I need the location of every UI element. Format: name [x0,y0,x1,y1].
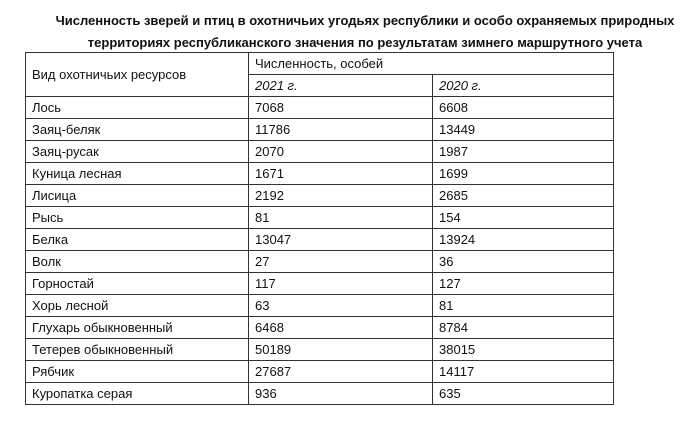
table-row: Хорь лесной 63 81 [25,294,614,317]
species-cell: Лисица [25,184,249,207]
species-cell: Куница лесная [25,162,249,185]
title-line-2: территориях республиканского значения по… [87,35,643,50]
title-line-1: Численность зверей и птиц в охотничьих у… [55,13,675,28]
header-row: Вид охотничьих ресурсов Численность, осо… [25,52,614,97]
table-row: Куропатка серая 936 635 [25,382,614,405]
species-cell: Глухарь обыкновенный [25,316,249,339]
table-row: Тетерев обыкновенный 50189 38015 [25,338,614,361]
table-row: Заяц-беляк 11786 13449 [25,118,614,141]
population-table: Вид охотничьих ресурсов Численность, осо… [25,52,614,405]
value-2021-cell: 81 [248,206,433,229]
value-2020-cell: 8784 [432,316,614,339]
value-2021-cell: 2070 [248,140,433,163]
header-year-2021: 2021 г. [248,74,433,97]
value-2021-cell: 11786 [248,118,433,141]
table-row: Рысь 81 154 [25,206,614,229]
value-2021-cell: 50189 [248,338,433,361]
value-2020-cell: 81 [432,294,614,317]
value-2021-cell: 1671 [248,162,433,185]
header-species: Вид охотничьих ресурсов [25,52,249,97]
value-2020-cell: 2685 [432,184,614,207]
value-2021-cell: 936 [248,382,433,405]
table-row: Лисица 2192 2685 [25,184,614,207]
species-cell: Рысь [25,206,249,229]
species-cell: Заяц-беляк [25,118,249,141]
value-2020-cell: 6608 [432,96,614,119]
header-count: Численность, особей [248,52,614,75]
value-2020-cell: 1987 [432,140,614,163]
species-cell: Горностай [25,272,249,295]
species-cell: Куропатка серая [25,382,249,405]
species-cell: Волк [25,250,249,273]
value-2020-cell: 635 [432,382,614,405]
value-2020-cell: 14117 [432,360,614,383]
value-2020-cell: 127 [432,272,614,295]
table-title: Численность зверей и птиц в охотничьих у… [30,10,699,54]
value-2020-cell: 13924 [432,228,614,251]
value-2020-cell: 154 [432,206,614,229]
value-2021-cell: 117 [248,272,433,295]
value-2021-cell: 13047 [248,228,433,251]
value-2021-cell: 63 [248,294,433,317]
species-cell: Белка [25,228,249,251]
table-row: Белка 13047 13924 [25,228,614,251]
table-row: Рябчик 27687 14117 [25,360,614,383]
table-row: Горностай 117 127 [25,272,614,295]
header-year-2020: 2020 г. [432,74,614,97]
value-2021-cell: 27687 [248,360,433,383]
value-2021-cell: 6468 [248,316,433,339]
table-row: Глухарь обыкновенный 6468 8784 [25,316,614,339]
table-row: Заяц-русак 2070 1987 [25,140,614,163]
species-cell: Хорь лесной [25,294,249,317]
table-row: Куница лесная 1671 1699 [25,162,614,185]
table-row: Лось 7068 6608 [25,96,614,119]
value-2021-cell: 2192 [248,184,433,207]
table-row: Волк 27 36 [25,250,614,273]
value-2020-cell: 36 [432,250,614,273]
species-cell: Лось [25,96,249,119]
species-cell: Тетерев обыкновенный [25,338,249,361]
value-2021-cell: 27 [248,250,433,273]
species-cell: Заяц-русак [25,140,249,163]
value-2020-cell: 38015 [432,338,614,361]
value-2020-cell: 13449 [432,118,614,141]
species-cell: Рябчик [25,360,249,383]
value-2020-cell: 1699 [432,162,614,185]
value-2021-cell: 7068 [248,96,433,119]
